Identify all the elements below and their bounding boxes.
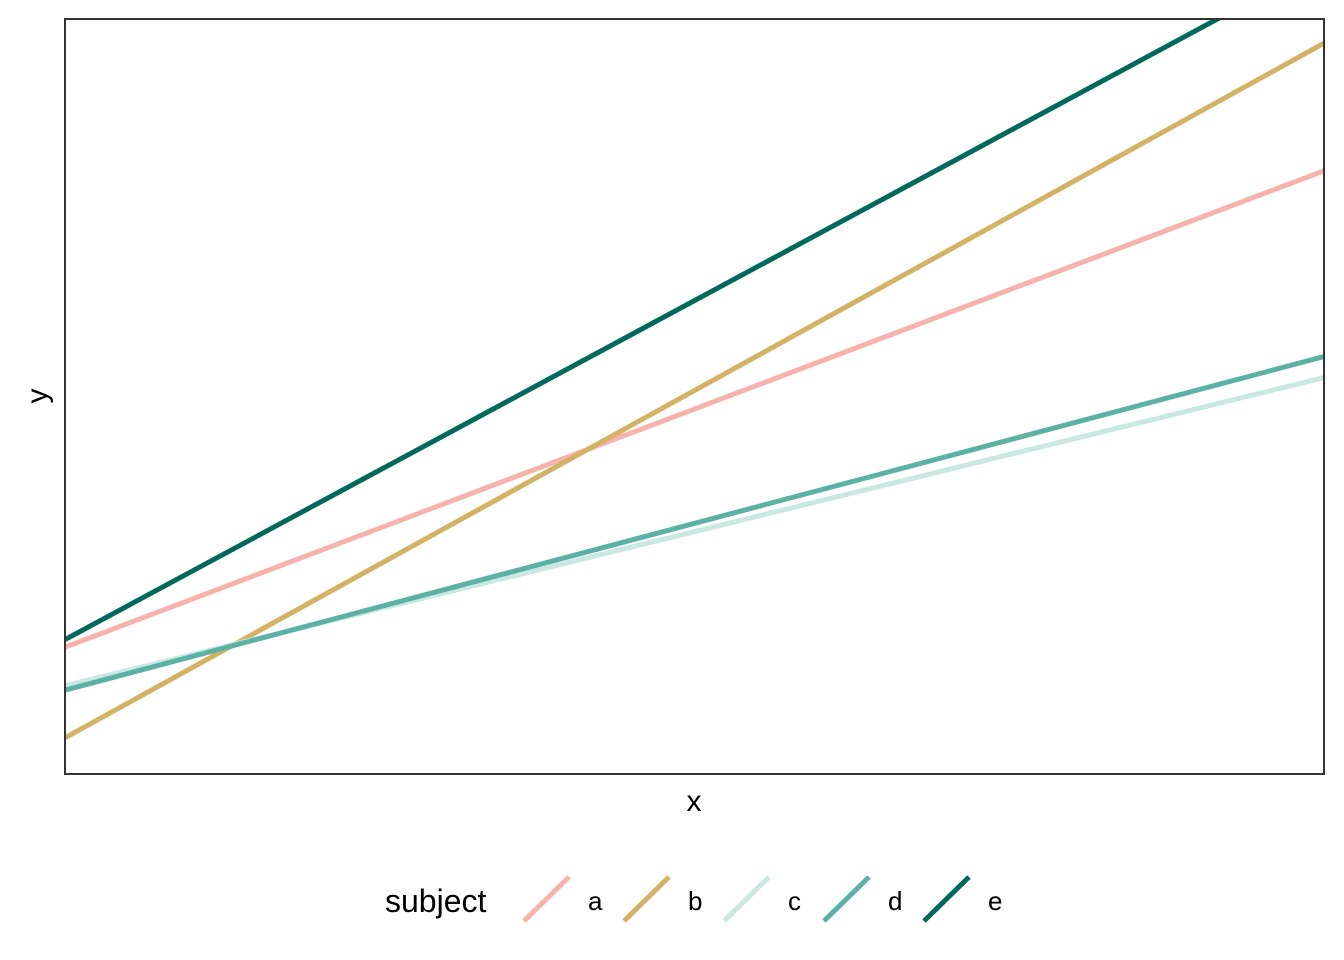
series-line-b — [65, 41, 1324, 740]
plot-panel-border — [64, 18, 1325, 775]
legend-key-b — [622, 875, 671, 923]
legend-key-e — [922, 875, 971, 923]
series-line-d — [65, 354, 1324, 693]
legend: a b c d e — [522, 875, 1002, 923]
legend-title: subject — [385, 883, 487, 919]
legend-label-e: e — [988, 886, 1002, 916]
x-axis-title: x — [687, 785, 702, 818]
legend-label-d: d — [888, 886, 902, 916]
y-axis-title: y — [21, 389, 54, 404]
series-line-e — [65, 19, 1223, 642]
legend-label-a: a — [588, 886, 603, 916]
legend-key-a — [522, 875, 571, 923]
legend-key-d — [822, 875, 871, 923]
series-layer — [65, 19, 1324, 740]
series-line-a — [65, 168, 1324, 650]
legend-label-b: b — [688, 886, 702, 916]
legend-label-c: c — [788, 886, 801, 916]
legend-key-c — [722, 875, 771, 923]
